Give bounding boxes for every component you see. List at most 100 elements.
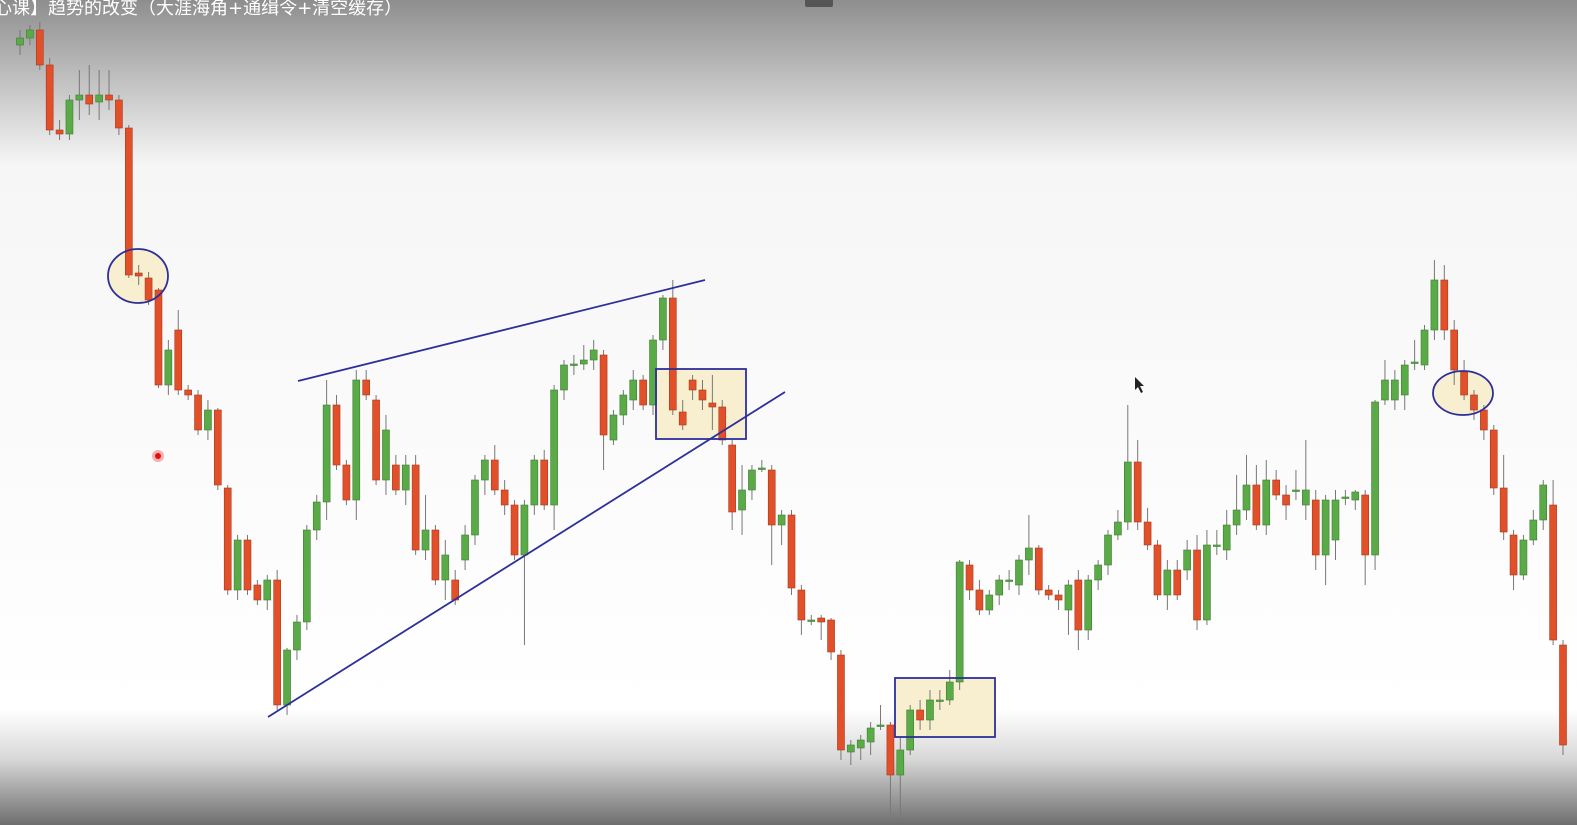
candle-body: [1005, 579, 1013, 582]
candle-body: [1242, 484, 1251, 511]
candle-body: [1470, 394, 1478, 411]
candle-body: [342, 464, 351, 501]
candle-body: [936, 699, 944, 702]
candle-body: [263, 579, 272, 601]
circle-outline: [1432, 370, 1494, 416]
candle-body: [1331, 499, 1340, 541]
candle-body: [698, 389, 707, 401]
candle-body: [95, 94, 103, 103]
candle-body: [847, 744, 855, 753]
candle-body: [856, 739, 865, 749]
candle-body: [1163, 569, 1172, 596]
candle-body: [1549, 504, 1557, 641]
candle-body: [392, 464, 400, 491]
candle-body: [1025, 547, 1033, 561]
box-outline: [655, 368, 747, 440]
candle-body: [16, 37, 24, 46]
candle-body: [876, 724, 885, 727]
candle-body: [1153, 544, 1162, 596]
candle-body: [1292, 489, 1300, 492]
candle-body: [431, 529, 440, 581]
candle-body: [352, 379, 361, 501]
candle-body: [293, 621, 301, 651]
candle-body: [995, 579, 1004, 596]
candle-body: [916, 709, 924, 721]
candle-body: [1450, 329, 1458, 371]
candle-body: [312, 501, 321, 531]
candle-body: [787, 514, 796, 589]
candle-body: [1173, 569, 1182, 596]
candle-body: [738, 489, 746, 511]
candle-body: [530, 459, 539, 506]
candle-body: [253, 584, 262, 601]
candle-body: [500, 489, 509, 506]
candle-body: [154, 289, 163, 386]
candle-body: [589, 349, 598, 361]
candle-body: [115, 99, 123, 129]
candle-body: [1272, 479, 1280, 496]
candle-body: [1123, 461, 1132, 523]
candle-body: [827, 619, 835, 653]
candle-body: [461, 534, 469, 561]
candle-body: [184, 389, 192, 396]
video-control[interactable]: [805, 0, 833, 7]
candle-body: [332, 404, 341, 466]
candle-body: [629, 379, 638, 401]
candle-body: [1361, 494, 1369, 556]
candle-body: [540, 459, 549, 506]
candle-body: [1143, 521, 1152, 546]
candle-body: [303, 529, 311, 623]
candle-body: [1133, 461, 1142, 523]
candle-body: [777, 514, 786, 526]
candle-body: [1054, 594, 1063, 601]
candle-body: [490, 459, 499, 491]
candle-body: [669, 297, 677, 411]
candle-body: [866, 727, 875, 743]
candle-body: [520, 504, 529, 556]
trend-line: [267, 391, 786, 718]
candle-body: [105, 94, 113, 101]
candle-body: [1213, 544, 1221, 547]
candle-body: [1420, 329, 1429, 366]
candle-body: [26, 29, 34, 39]
candle-body: [1104, 534, 1112, 566]
candle-body: [55, 129, 64, 135]
trend-line: [297, 279, 706, 382]
candle-body: [1489, 429, 1498, 489]
candle-body: [1341, 496, 1350, 499]
candle-body: [599, 354, 608, 436]
candle-body: [1440, 279, 1449, 331]
candle-body: [1084, 579, 1093, 631]
candle-body: [1034, 547, 1043, 591]
candle-body: [164, 349, 173, 386]
annotations: [107, 248, 1494, 738]
candle-body: [1499, 487, 1508, 533]
candle-body: [975, 589, 984, 611]
candle-body: [1529, 519, 1538, 541]
candle-body: [708, 402, 717, 408]
candle-body: [441, 554, 450, 581]
candle-body: [283, 649, 291, 706]
cursor: [1135, 377, 1144, 393]
circle-outline: [107, 248, 169, 304]
candle-body: [570, 363, 578, 366]
candle-body: [906, 709, 914, 751]
candle-body: [1282, 494, 1290, 506]
candle-body: [748, 469, 756, 491]
candle-body: [1302, 489, 1310, 506]
candle-body: [817, 617, 825, 623]
candle-body: [362, 379, 370, 396]
candle-body: [144, 277, 153, 301]
candle-body: [619, 394, 628, 416]
candle-body: [1460, 371, 1468, 396]
candle-body: [1539, 484, 1548, 521]
click-marker-dot: [155, 453, 161, 459]
candle-body: [401, 464, 410, 491]
candles: [16, 22, 1567, 822]
candle-body: [1044, 589, 1053, 596]
candle-body: [134, 272, 143, 277]
candle-body: [560, 364, 568, 391]
candle-body: [1480, 409, 1488, 431]
candle-body: [688, 379, 697, 391]
